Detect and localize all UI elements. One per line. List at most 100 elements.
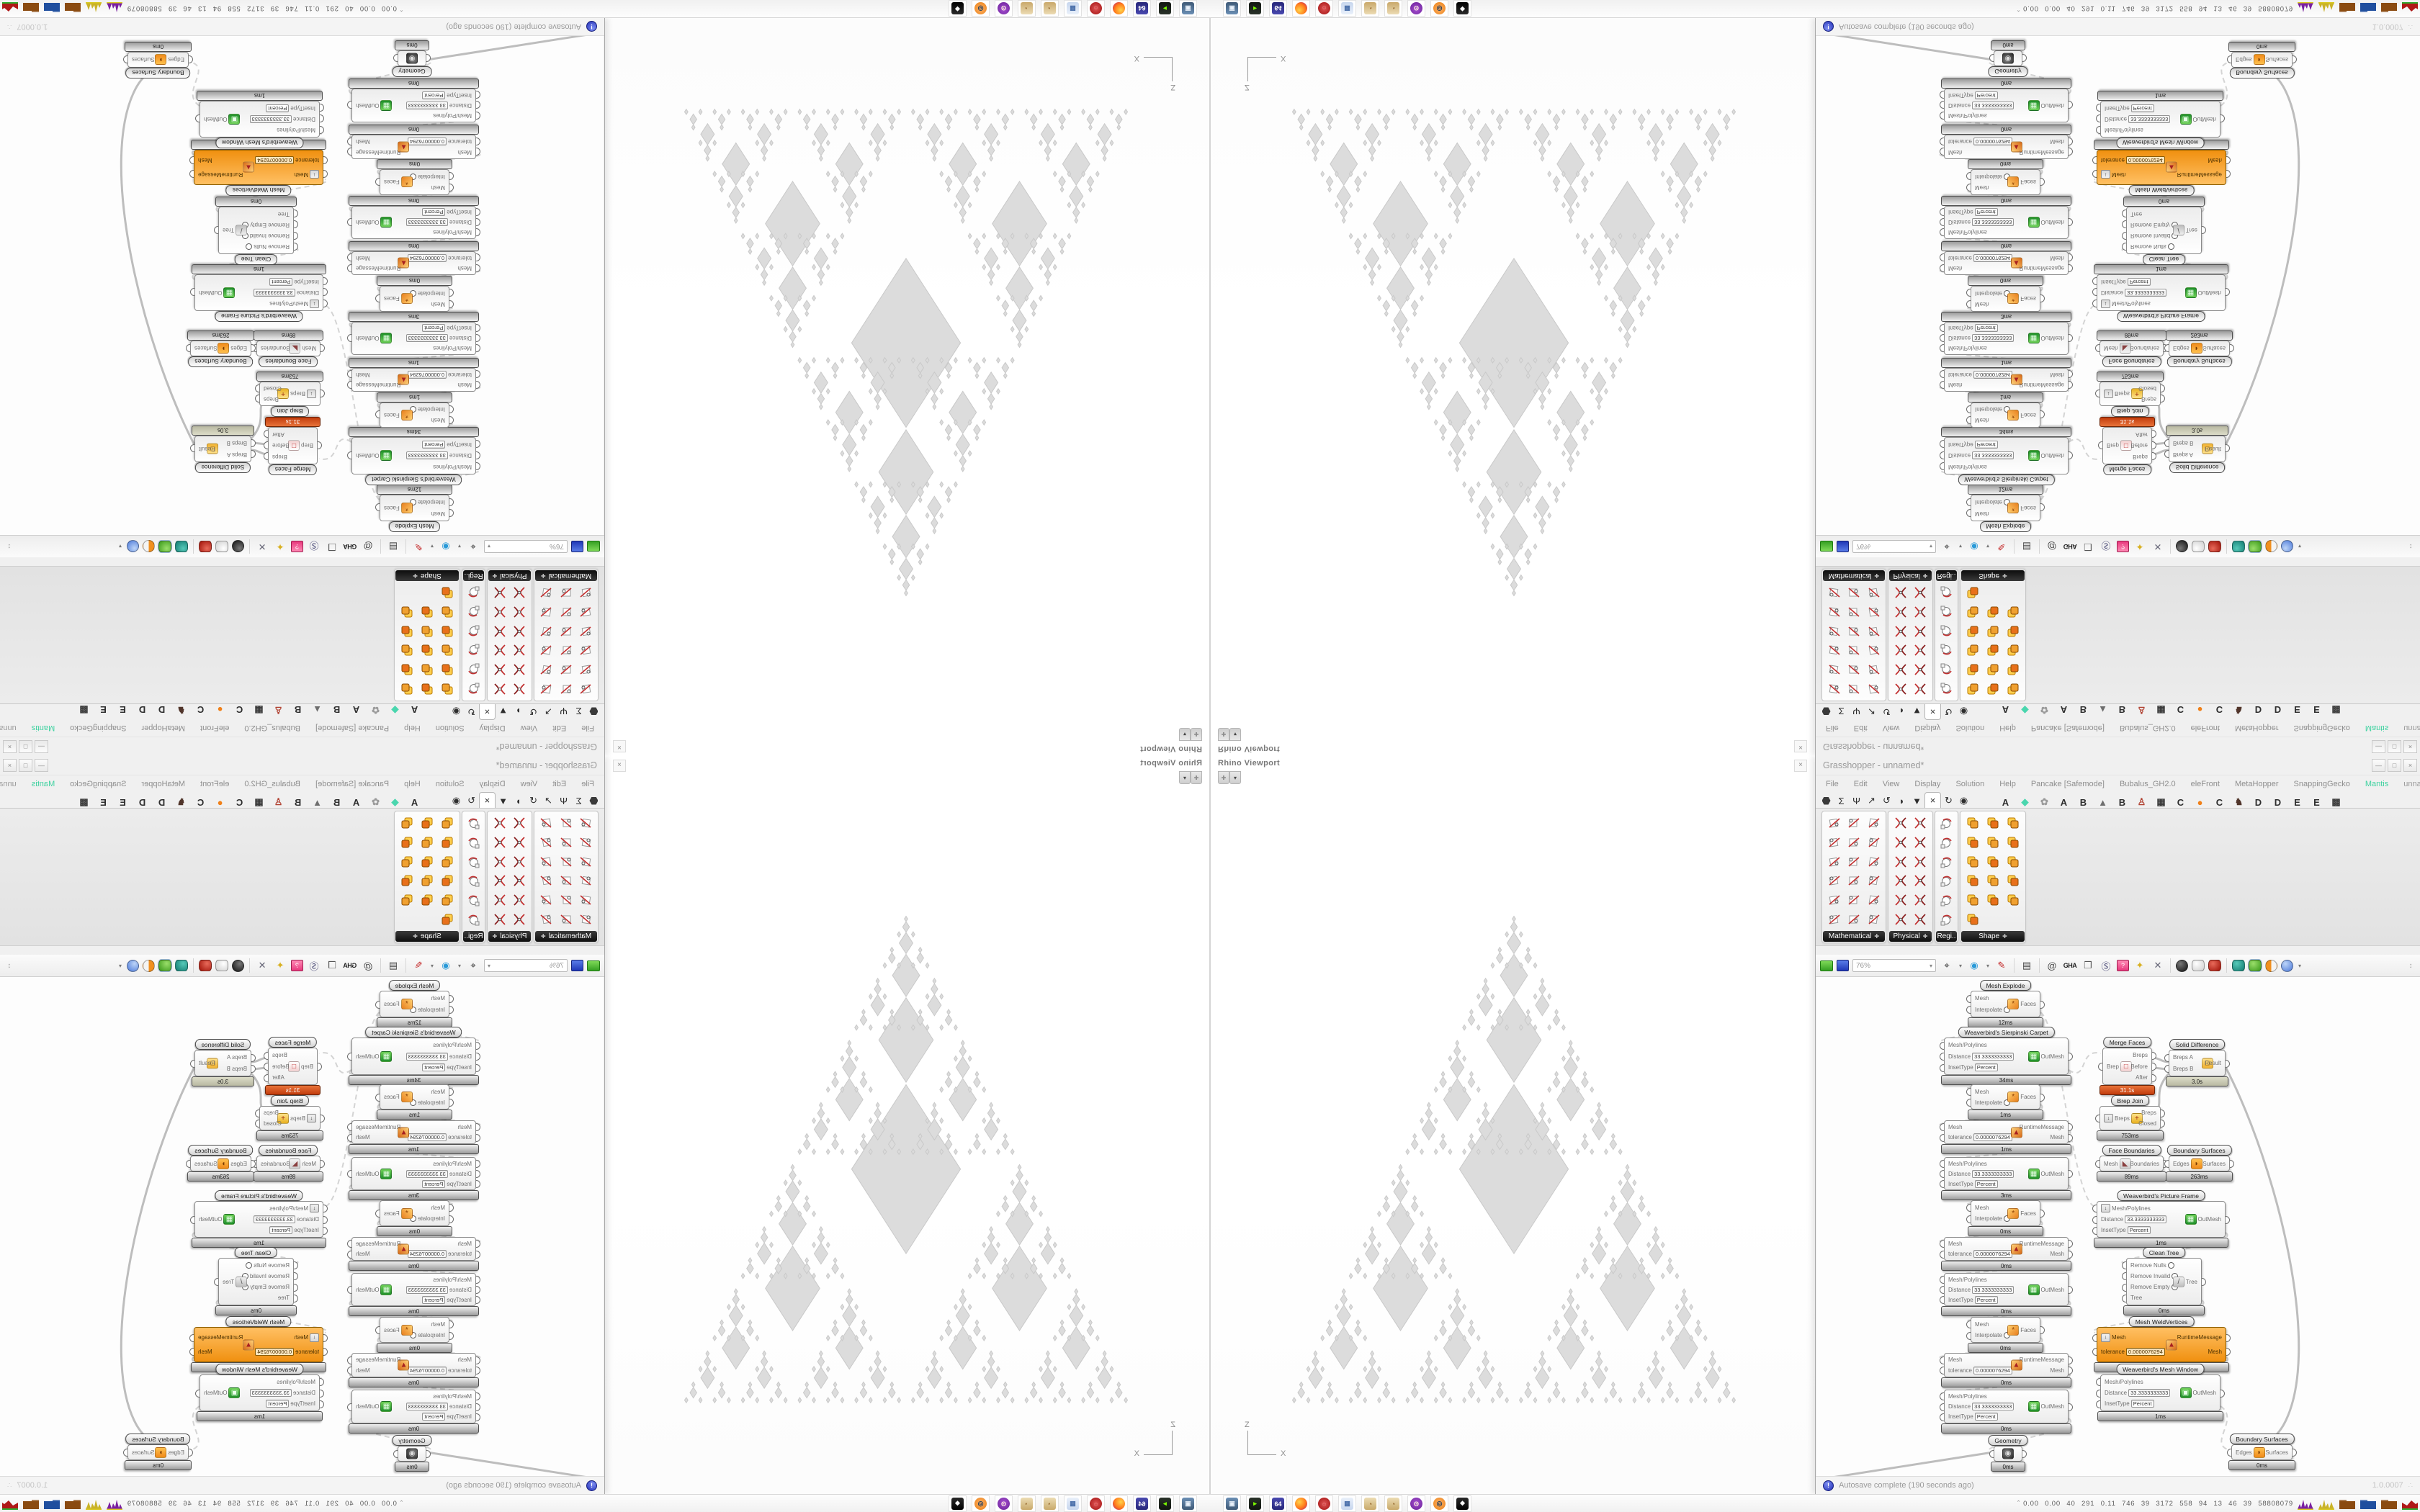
component-icon[interactable] [557, 642, 575, 659]
menu-item-snappinggecko[interactable]: SnappingGecko [2293, 724, 2350, 733]
zoom-level-combo[interactable]: 76% ▾ [1852, 540, 1936, 553]
component-icon[interactable] [1845, 623, 1863, 640]
component-icon[interactable] [1964, 661, 1981, 678]
plugin-tab-15[interactable]: E [2294, 704, 2300, 716]
output-port[interactable] [264, 1063, 268, 1071]
value-box[interactable]: Percent [266, 104, 290, 112]
palette-group-label[interactable]: Physical ✚ [488, 931, 531, 942]
component-icon[interactable] [439, 680, 456, 698]
tab-maths[interactable]: Σ [575, 706, 582, 717]
mode-dropdown-icon[interactable]: ▾ [2298, 962, 2301, 969]
node-name-tag[interactable]: Weaverbird's Sierpinski Carpet [365, 474, 462, 485]
gh-node-a10[interactable]: Mesh tolerance 0.0000076294 ▲ RuntimeMessage… [1940, 125, 2073, 159]
component-icon[interactable] [1826, 834, 1843, 851]
input-port[interactable] [2092, 299, 2097, 307]
preview-shaded-button[interactable] [199, 541, 212, 552]
node-name-tag[interactable]: Merge Faces [268, 464, 318, 475]
preview-dropdown-icon[interactable]: ▾ [1986, 543, 1989, 550]
component-icon[interactable] [1938, 853, 1955, 870]
gha-loader-button[interactable]: GHA [2063, 543, 2077, 550]
input-port[interactable] [1940, 334, 1944, 342]
component-icon[interactable] [465, 814, 483, 832]
component-icon[interactable] [557, 603, 575, 621]
component-icon[interactable] [578, 911, 595, 928]
component-icon[interactable] [2004, 872, 2022, 889]
gh-node-merge-faces[interactable]: Merge Faces Brep □ Breps Before After 31.1s [264, 1037, 322, 1095]
component-icon[interactable] [1938, 814, 1955, 832]
viewport-pin-button[interactable]: ✛ [1218, 771, 1229, 784]
component-icon[interactable] [557, 623, 575, 640]
input-port[interactable] [2098, 1063, 2102, 1071]
gh-node-a5[interactable]: Mesh/Polylines Distance 33.3333333333 Inset… [1940, 1157, 2073, 1200]
menu-item-edit[interactable]: Edit [552, 724, 567, 733]
menu-item-edit[interactable]: Edit [1853, 724, 1868, 733]
menu-item-view[interactable]: View [520, 779, 538, 788]
component-icon[interactable] [465, 623, 483, 640]
component-icon[interactable] [578, 891, 595, 909]
component-icon[interactable] [578, 872, 595, 889]
value-box[interactable]: Percent [2127, 277, 2151, 286]
lightbulb-button[interactable]: ✦ [276, 960, 284, 971]
zoom-dropdown-icon[interactable]: ▾ [458, 543, 462, 550]
output-port[interactable] [2161, 1109, 2165, 1117]
value-box[interactable]: 0.0000076294 [255, 1347, 295, 1356]
menu-item-bubalus-gh2-0[interactable]: Bubalus_GH2.0 [2119, 779, 2176, 788]
value-box[interactable]: 33.3333333333 [2128, 1389, 2171, 1397]
plugin-tab-0[interactable]: A [2002, 796, 2009, 808]
component-icon[interactable] [1826, 680, 1843, 698]
input-port[interactable] [1940, 1296, 1944, 1304]
component-icon[interactable] [1826, 623, 1843, 640]
mode-blue-button[interactable] [2281, 959, 2293, 972]
node-name-tag[interactable]: Merge Faces [2102, 464, 2152, 475]
component-icon[interactable] [1984, 834, 2002, 851]
component-icon[interactable] [1826, 891, 1843, 909]
output-port[interactable] [2226, 1215, 2230, 1224]
gh-node-a4[interactable]: Mesh tolerance 0.0000076294 ▲ RuntimeMessage… [1940, 1120, 2073, 1154]
output-port[interactable] [2069, 1356, 2073, 1364]
grasshopper-canvas[interactable]: Mesh Explode Mesh Interpolate * Faces 12ms Wea… [0, 977, 604, 1476]
menu-item-file[interactable]: File [581, 724, 594, 733]
zoom-extents-button[interactable]: ⌖ [1944, 960, 1950, 971]
gh-node-weaverbird-s-mesh-window[interactable]: Weaverbird's Mesh Window Mesh/Polylines Di… [195, 1364, 324, 1421]
preview-off-button[interactable] [2176, 540, 2188, 553]
component-icon[interactable] [1845, 814, 1863, 832]
value-box[interactable]: 0.0000076294 [2125, 1347, 2165, 1356]
gh-node-geometry[interactable]: Geometry ◉ 0ms [392, 40, 432, 77]
resize-grip[interactable]: ∴ [2408, 1481, 2414, 1490]
component-icon[interactable] [1912, 642, 1929, 659]
input-port[interactable] [1940, 1286, 1944, 1294]
node-name-tag[interactable]: Brep Join [270, 406, 310, 417]
input-port[interactable] [1940, 1133, 1944, 1142]
gh-node-a4[interactable]: Mesh tolerance 0.0000076294 ▲ RuntimeMessage… [1940, 358, 2073, 392]
output-port[interactable] [347, 1250, 351, 1259]
taskbar-app-red-app[interactable]: ◌ [1087, 1495, 1105, 1512]
plugin-tab-16[interactable]: E [100, 796, 107, 808]
mode-blue-button[interactable] [2281, 540, 2293, 553]
menu-item-pancake-safemode-[interactable]: Pancake [Safemode] [315, 779, 390, 788]
mode-half-button[interactable] [2265, 959, 2277, 972]
component-icon[interactable] [578, 661, 595, 678]
taskbar-app-red-app[interactable]: ◌ [1315, 1495, 1333, 1512]
lightbulb-button[interactable]: ✦ [276, 541, 284, 552]
gh-node-a8[interactable]: Mesh/Polylines Distance 33.3333333333 Inset… [1940, 1273, 2073, 1316]
gh-node-face-boundaries[interactable]: Face Boundaries Mesh ◣ Boundaries 89ms [252, 1145, 325, 1182]
component-icon[interactable] [1892, 584, 1909, 601]
taskbar-app-screenshot-tool[interactable]: ▣ [1223, 0, 1241, 17]
value-box[interactable]: Percent [422, 208, 446, 217]
zoom-extents-button[interactable]: ⌖ [470, 960, 476, 971]
component-icon[interactable] [1826, 853, 1843, 870]
component-icon[interactable] [398, 661, 416, 678]
output-port[interactable] [393, 1450, 398, 1458]
taskbar-app-screenshot-tool[interactable]: ▣ [1179, 1495, 1197, 1512]
output-port[interactable] [190, 1215, 194, 1224]
tray-collapse-arrow[interactable]: ˆ [2017, 4, 2020, 13]
gh-node-mesh-weldvertices[interactable]: Mesh WeldVertices ↓ Mesh tolerance 0.0000076… [189, 140, 328, 196]
search-s-button[interactable]: Ⓢ [309, 960, 319, 972]
node-name-tag[interactable]: Weaverbird's Mesh Window [215, 138, 304, 148]
wire-display-button[interactable]: ✕ [2154, 541, 2162, 552]
component-icon[interactable] [511, 661, 528, 678]
component-icon[interactable] [538, 814, 555, 832]
mode-half-button[interactable] [2265, 540, 2277, 553]
preview-shaded-button[interactable] [2208, 960, 2221, 971]
input-port[interactable] [1966, 1099, 1971, 1107]
